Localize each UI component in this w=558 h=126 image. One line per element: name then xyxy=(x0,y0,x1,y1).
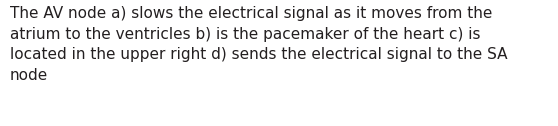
Text: The AV node a) slows the electrical signal as it moves from the
atrium to the ve: The AV node a) slows the electrical sign… xyxy=(10,6,508,83)
